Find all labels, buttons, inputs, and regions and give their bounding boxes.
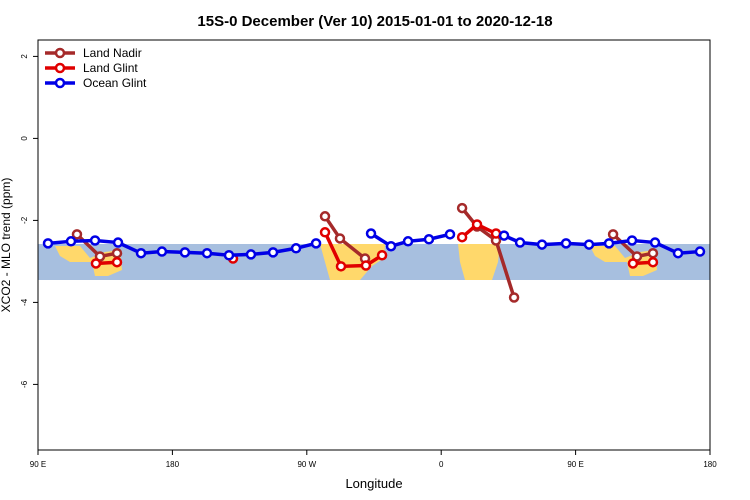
point <box>111 247 123 259</box>
y-tick-label: 0 <box>20 136 29 141</box>
point <box>334 233 346 244</box>
point <box>89 235 101 246</box>
legend-label: Land Nadir <box>83 46 142 60</box>
point <box>71 229 83 240</box>
point <box>402 236 414 247</box>
point <box>111 256 123 268</box>
point <box>376 250 388 261</box>
point <box>626 235 638 246</box>
x-tick-label: 90 E <box>567 460 583 469</box>
point <box>319 227 331 238</box>
legend-marker <box>54 47 66 59</box>
y-axis-label: XCO2 - MLO trend (ppm) <box>0 178 13 313</box>
point <box>156 246 168 257</box>
point <box>135 247 147 259</box>
point <box>360 260 372 271</box>
point <box>310 238 322 249</box>
plot-frame <box>37 39 711 451</box>
point <box>385 240 397 252</box>
x-tick-label: 180 <box>703 460 717 469</box>
point <box>456 202 468 214</box>
y-tick-label: -2 <box>20 216 29 224</box>
point <box>290 243 302 254</box>
y-tick-label: -4 <box>20 298 29 306</box>
point <box>607 229 619 240</box>
x-tick-label: 90 W <box>297 460 316 469</box>
point <box>335 261 347 272</box>
point <box>603 238 615 249</box>
point <box>647 247 659 259</box>
legend-marker <box>54 77 66 89</box>
legend-label: Ocean Glint <box>83 76 147 90</box>
point <box>498 230 510 241</box>
legend-label: Land Glint <box>83 61 138 75</box>
map-band <box>38 244 710 280</box>
y-tick-label: 2 <box>20 54 29 59</box>
point <box>471 219 483 230</box>
point <box>647 256 659 268</box>
point <box>444 229 456 240</box>
x-tick-label: 0 <box>439 460 444 469</box>
point <box>423 234 435 245</box>
legend-marker <box>54 62 66 74</box>
point <box>223 250 235 261</box>
x-tick-label: 180 <box>166 460 180 469</box>
chart-title: 15S-0 December (Ver 10) 2015-01-01 to 20… <box>197 13 552 30</box>
point <box>456 231 468 243</box>
point <box>179 247 191 258</box>
point <box>90 258 102 269</box>
point <box>365 228 377 239</box>
point <box>694 246 706 257</box>
point <box>65 236 77 247</box>
point <box>649 237 661 248</box>
point <box>536 239 548 250</box>
land <box>55 246 122 276</box>
y-tick-label: -6 <box>20 380 29 388</box>
point <box>490 228 502 239</box>
point <box>583 239 595 250</box>
point <box>201 247 213 259</box>
x-tick-label: 90 E <box>30 460 46 469</box>
land <box>458 244 500 280</box>
point <box>267 247 279 258</box>
series-line <box>95 222 654 269</box>
point <box>514 237 526 248</box>
x-axis-label: Longitude <box>345 476 402 491</box>
point <box>508 292 520 303</box>
point <box>627 258 639 269</box>
point <box>245 249 257 260</box>
point <box>672 247 684 259</box>
point <box>319 211 331 222</box>
point <box>42 238 54 249</box>
point <box>560 238 572 249</box>
point <box>112 237 124 248</box>
